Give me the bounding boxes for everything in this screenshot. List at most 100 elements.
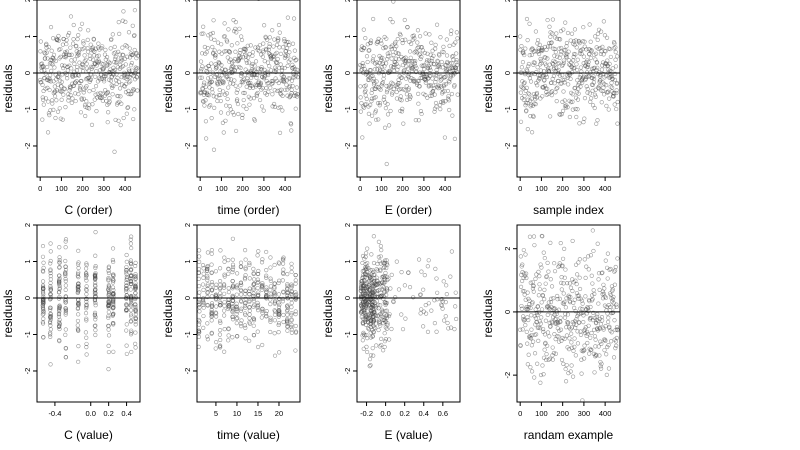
data-point [255,308,261,313]
data-point [546,269,551,274]
data-point [93,253,98,258]
data-point [247,312,252,317]
data-point [559,63,565,68]
data-point [572,65,577,71]
data-point [247,102,252,107]
data-point [67,52,72,58]
data-point [542,297,547,302]
data-point [267,44,272,49]
data-point [129,330,134,335]
data-point [532,243,537,248]
data-point [56,319,62,324]
data-point [525,306,531,312]
data-point [525,315,530,320]
data-point [383,45,388,50]
data-point [78,27,83,32]
data-point [256,268,261,274]
data-point [100,44,105,49]
data-point [105,120,110,125]
data-point [76,260,81,265]
data-point [393,56,399,61]
data-point [382,300,387,305]
data-point [372,283,378,289]
data-point [217,332,223,337]
data-point [525,38,530,43]
data-point [570,107,575,112]
data-point [365,326,371,331]
data-point [550,357,555,362]
data-point [76,312,81,317]
data-point [252,277,257,282]
data-point [613,64,619,69]
data-point [65,76,70,81]
data-point [111,349,116,354]
data-point [442,82,447,87]
data-point [242,311,248,316]
data-point [535,65,540,70]
data-point [577,320,582,325]
data-point [239,282,244,287]
data-point [418,56,423,62]
data-point [249,75,254,81]
data-point [243,52,248,57]
data-point [360,135,365,140]
x-tick-label: 200 [76,184,89,193]
data-point [573,309,578,314]
data-point [205,70,210,75]
data-point [594,121,599,126]
data-point [443,82,449,87]
data-point [606,343,611,348]
data-point [205,303,210,308]
x-axis-label: C (value) [64,428,113,442]
data-point [428,93,433,98]
data-point [524,271,529,276]
data-point [403,87,408,93]
data-point [230,267,236,272]
data-point [110,257,115,263]
data-point [236,111,241,117]
data-point [437,65,442,70]
data-point [124,276,130,281]
data-point [197,284,202,289]
x-tick-label: 15 [254,409,262,418]
data-point [444,283,449,288]
data-point [582,348,587,353]
data-point [379,336,384,342]
data-point [239,37,245,43]
data-point [272,312,278,317]
data-point [243,325,248,330]
data-point [376,317,382,323]
data-point [579,357,584,362]
data-point [578,65,584,70]
data-point [288,57,293,62]
data-point [434,76,439,82]
data-point [565,105,570,110]
data-point [289,78,295,83]
data-point [374,79,379,84]
data-point [378,268,383,273]
data-point [48,327,53,332]
data-point [377,103,382,108]
data-point [390,20,395,25]
data-point [578,332,584,337]
data-point [226,85,231,90]
y-tick-label: 2 [183,0,192,2]
data-point [238,280,243,286]
data-point [529,333,534,338]
data-point [255,45,261,50]
data-point [368,102,373,108]
data-point [285,320,290,325]
data-point [264,273,269,278]
data-point [217,286,223,292]
data-point [289,311,294,316]
data-point [201,305,206,310]
data-point [71,22,76,28]
data-point [584,84,589,89]
data-point [72,57,77,62]
data-point [77,47,82,52]
data-point [561,281,566,286]
data-point [534,320,539,325]
data-point [526,317,531,323]
data-point [527,333,532,339]
data-point [518,254,523,259]
